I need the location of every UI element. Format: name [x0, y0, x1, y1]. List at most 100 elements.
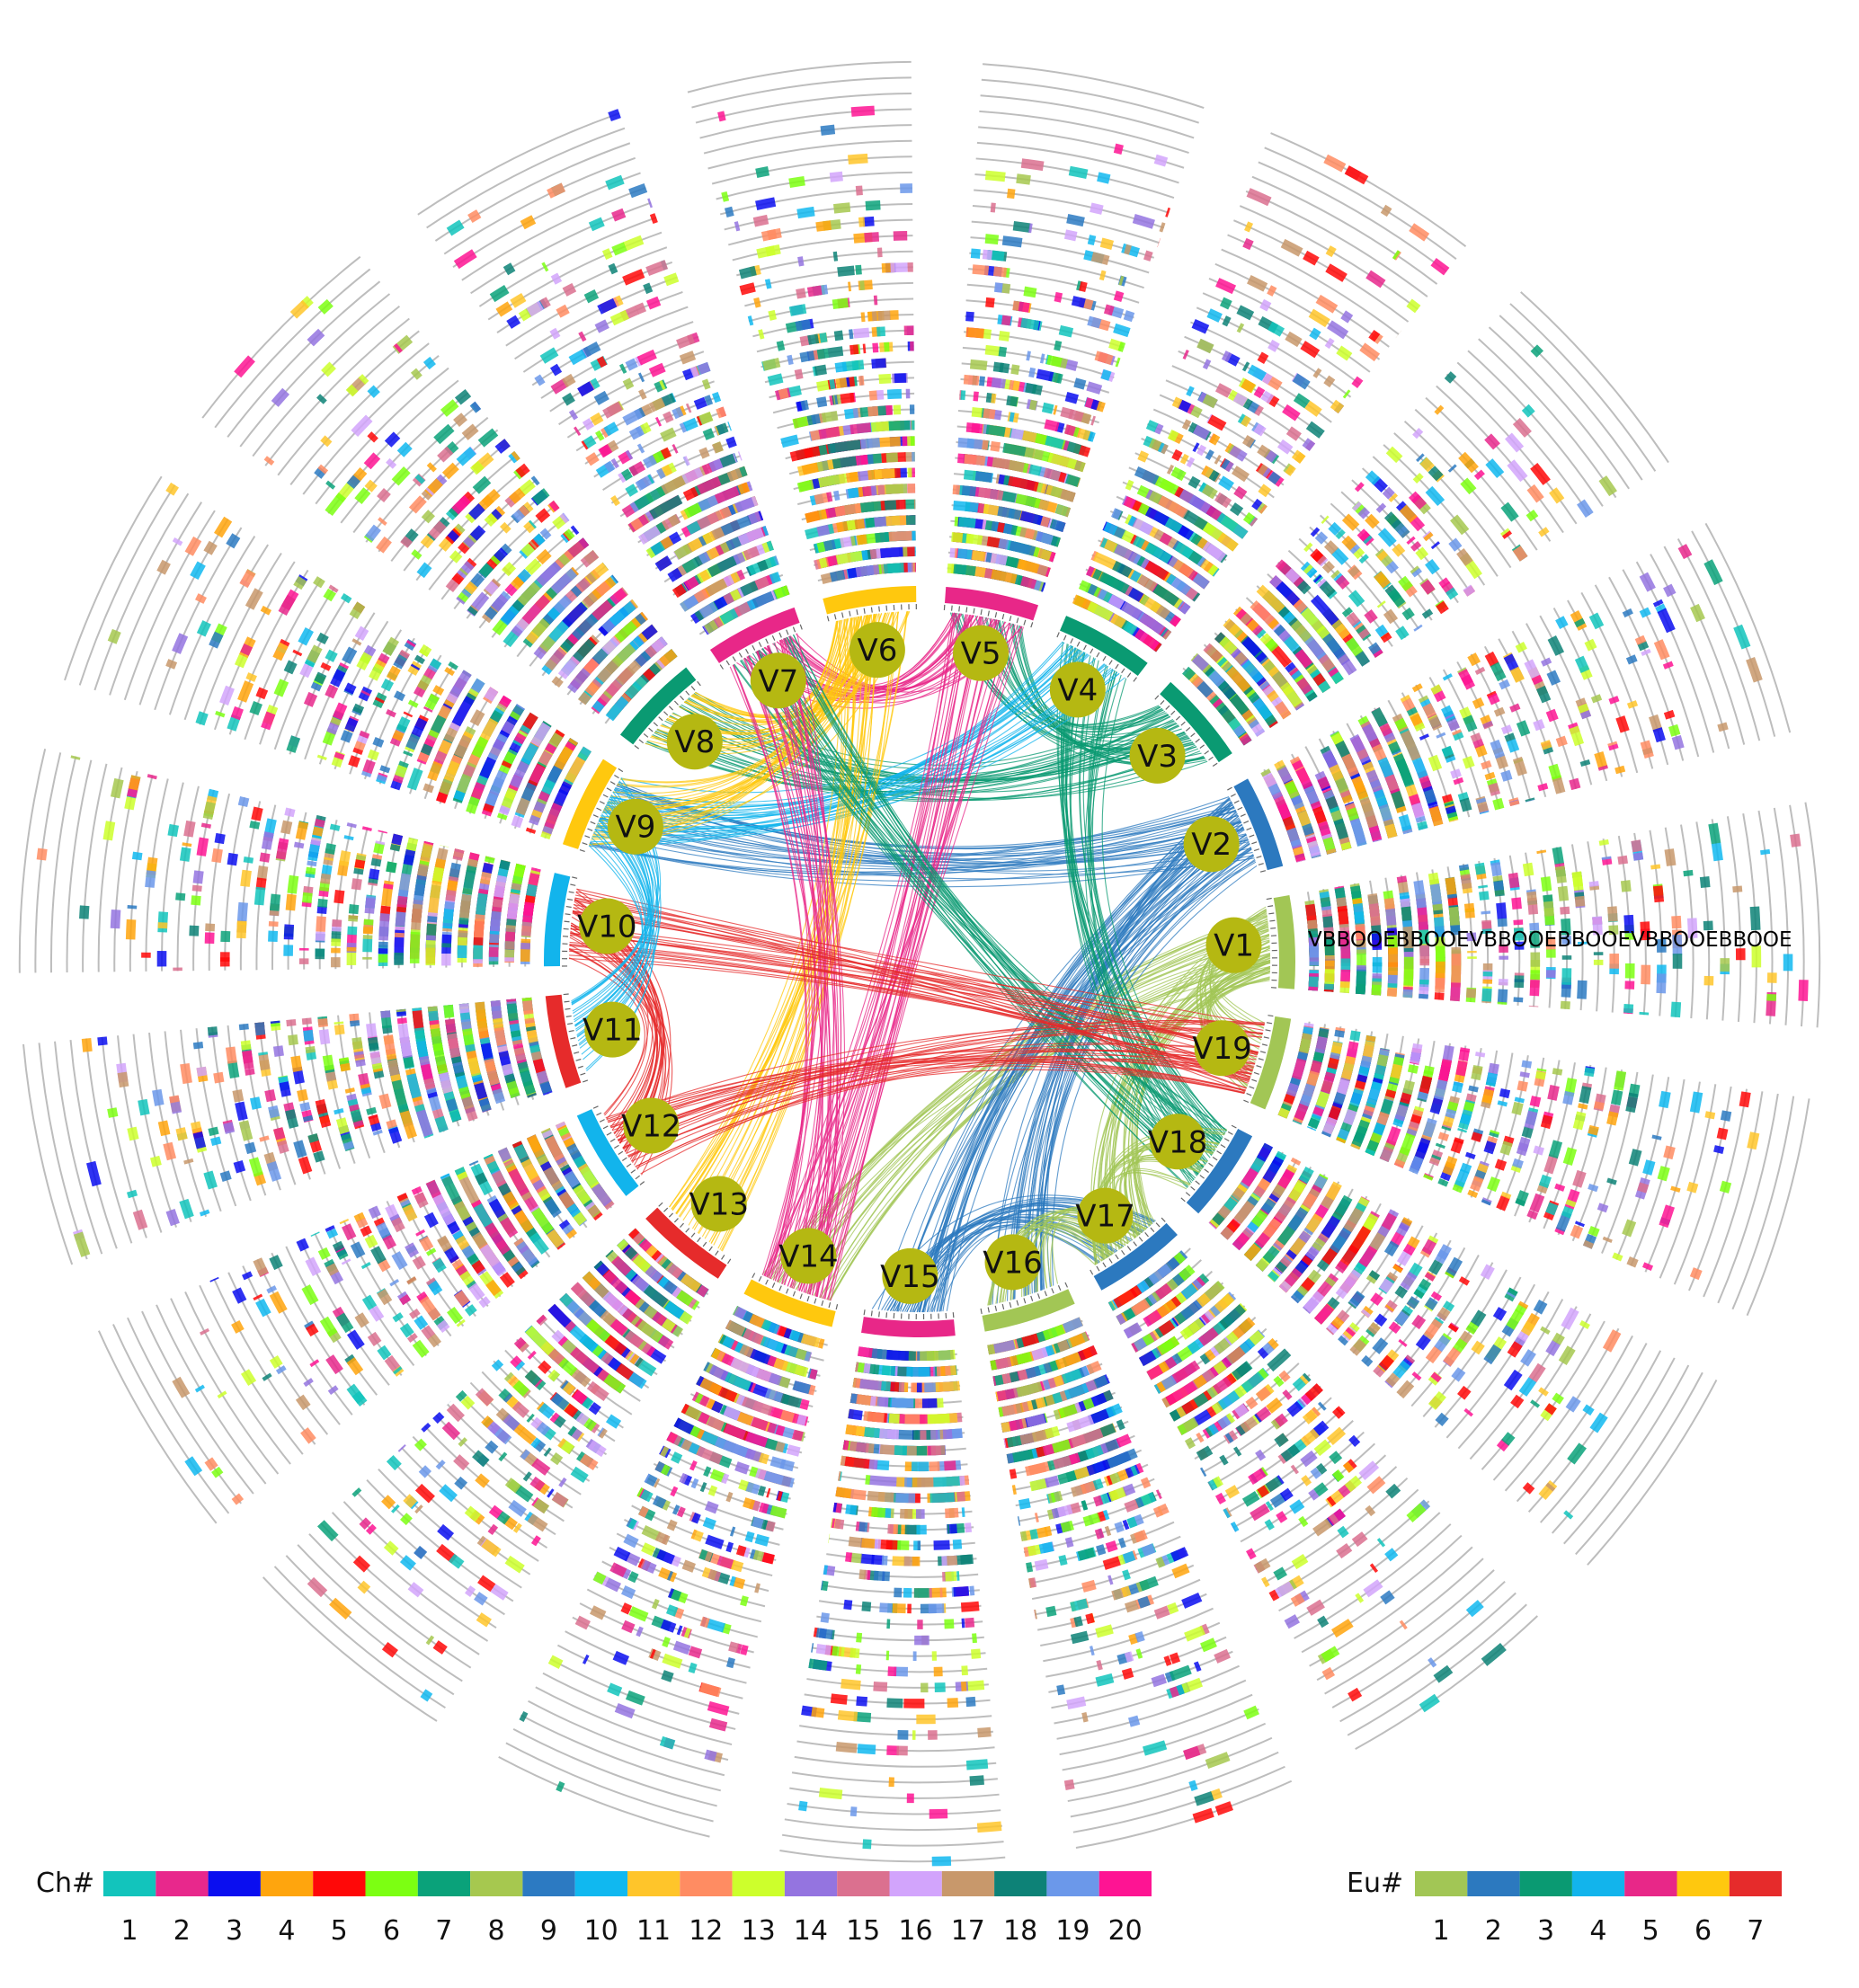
gene-block — [378, 912, 390, 941]
gene-block — [394, 932, 405, 938]
gene-block — [1624, 981, 1635, 990]
gene-block — [849, 329, 854, 340]
gene-block — [393, 690, 405, 702]
sector-tracks — [417, 109, 790, 635]
gene-block — [364, 897, 376, 914]
gene-block — [1536, 849, 1547, 855]
gene-block — [972, 264, 990, 276]
gene-block — [1482, 972, 1493, 977]
gene-block — [1182, 350, 1189, 359]
gene-block — [562, 392, 575, 406]
gene-block — [1492, 797, 1505, 811]
gene-block — [618, 363, 627, 374]
gene-block — [1209, 433, 1221, 446]
gene-block — [1268, 339, 1280, 352]
gene-block — [329, 823, 341, 831]
gene-block — [474, 1082, 488, 1100]
gene-block — [110, 909, 121, 929]
gene-block — [768, 309, 777, 321]
gene-block — [1690, 603, 1705, 623]
gene-block — [205, 923, 216, 932]
gene-block — [676, 333, 696, 350]
gene-block — [1490, 862, 1502, 877]
gene-block — [348, 755, 360, 768]
gene-block — [1258, 484, 1272, 498]
gene-block — [1276, 439, 1294, 455]
gene-block — [1609, 953, 1620, 969]
gene-block — [1526, 891, 1538, 906]
gene-block — [298, 626, 314, 646]
gene-block — [827, 346, 844, 358]
gene-block — [1318, 821, 1331, 837]
gene-block — [1236, 323, 1245, 333]
gene-block — [835, 377, 848, 389]
gene-block — [458, 1003, 470, 1014]
gene-block — [268, 930, 279, 942]
gene-block — [1028, 464, 1042, 476]
gene-block — [1500, 724, 1513, 735]
gene-block — [1325, 245, 1337, 258]
gene-block — [1560, 1000, 1570, 1010]
gene-block — [1365, 270, 1386, 288]
gene-block — [864, 232, 880, 243]
gene-block — [1554, 865, 1567, 883]
gene-block — [490, 910, 502, 932]
gene-block — [1302, 438, 1316, 451]
gene-block — [1577, 941, 1588, 945]
gene-block — [885, 452, 898, 463]
gene-block — [1482, 986, 1492, 990]
gene-block — [273, 679, 289, 697]
gene-block — [661, 475, 686, 495]
gene-block — [1242, 237, 1254, 251]
gene-block — [1068, 409, 1084, 422]
track-ring — [981, 78, 1199, 124]
gene-block — [1467, 950, 1477, 954]
gene-block — [663, 411, 674, 423]
gene-block — [628, 461, 646, 476]
gene-block — [964, 454, 986, 466]
sector-tracks — [1304, 802, 1821, 1028]
gene-block — [1012, 220, 1031, 233]
gene-block — [1304, 903, 1317, 921]
gene-block — [739, 282, 756, 296]
gene-block — [1308, 308, 1330, 328]
gene-block — [380, 1010, 391, 1018]
gene-block — [834, 361, 848, 373]
gene-block — [1530, 970, 1541, 981]
gene-block — [492, 898, 503, 908]
gene-block — [417, 863, 429, 877]
gene-block — [1623, 914, 1634, 934]
gene-block — [1623, 1004, 1634, 1014]
gene-block — [755, 197, 777, 210]
gene-block — [638, 388, 647, 400]
gene-block — [1490, 739, 1505, 759]
gene-block — [1545, 708, 1559, 723]
gene-block — [315, 948, 325, 960]
gene-block — [859, 280, 866, 291]
gene-block — [195, 711, 209, 726]
gene-block — [1094, 351, 1114, 365]
gene-block — [910, 341, 914, 351]
gene-block — [165, 659, 178, 670]
sector-tracks — [947, 63, 1205, 592]
gene-block — [1632, 852, 1644, 861]
gene-block — [1555, 616, 1569, 630]
gene-block — [348, 915, 359, 922]
gene-block — [1499, 679, 1511, 690]
gene-block — [476, 1018, 490, 1039]
gene-block — [520, 1069, 536, 1096]
track-ring — [289, 603, 362, 755]
gene-block — [1205, 449, 1214, 461]
gene-block — [303, 691, 318, 707]
gene-block — [526, 883, 538, 897]
gene-block — [1346, 807, 1359, 821]
gene-block — [226, 533, 241, 549]
gene-block — [479, 756, 496, 779]
gene-block — [1334, 887, 1346, 899]
gene-block — [307, 860, 317, 867]
gene-block — [1383, 897, 1395, 910]
gene-block — [1170, 466, 1187, 482]
gene-block — [753, 297, 761, 308]
track-ring — [1520, 291, 1669, 464]
